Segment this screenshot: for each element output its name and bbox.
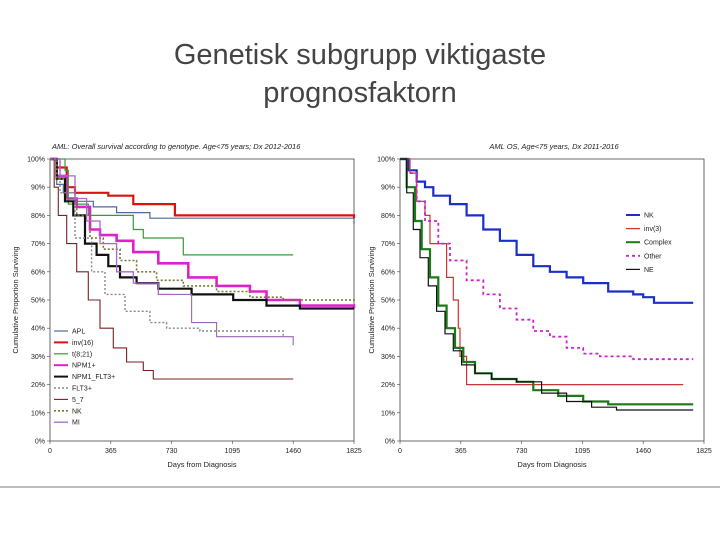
left-series-npm1- [50,157,356,309]
right-y-tick-label: 40% [381,326,395,333]
left-x-tick-label: 365 [105,448,117,455]
left-x-axis-label: Days from Diagnosis [167,460,236,469]
right-y-tick-label: 100% [377,157,395,164]
right-y-tick-label: 0% [385,439,395,446]
left-legend-label: FLT3+ [72,386,92,393]
left-y-tick-label: 70% [31,241,45,248]
left-y-tick-label: 100% [27,157,45,164]
right-series-nk [400,157,694,304]
left-x-tick-label: 1095 [225,448,241,455]
left-x-tick-label: 1825 [346,448,362,455]
slide-title: Genetisk subgrupp viktigaste prognosfakt… [0,36,720,112]
right-y-tick-label: 90% [381,185,395,192]
right-x-tick-label: 730 [516,448,528,455]
right-chart-title: AML OS, Age<75 years, Dx 2011-2016 [488,142,619,151]
left-y-tick-label: 0% [35,439,45,446]
left-y-tick-label: 40% [31,326,45,333]
right-x-tick-label: 365 [455,448,467,455]
right-x-tick-label: 0 [398,448,402,455]
right-y-tick-label: 20% [381,382,395,389]
genotype-survival-chart: AML: Overall survival according to genot… [8,131,364,483]
right-y-tick-label: 50% [381,298,395,305]
left-legend-label: NK [72,408,82,415]
right-series-ne [400,158,694,411]
left-series-5-7 [50,158,294,380]
right-legend-label: Other [644,253,662,260]
aml-os-chart: AML OS, Age<75 years, Dx 2011-2016 0% 10% 2… [364,131,718,483]
figure-panel: AML: Overall survival according to genot… [8,131,718,483]
right-x-tick-label: 1095 [575,448,591,455]
left-legend-label: MI [72,420,80,427]
right-legend-label: NE [644,267,654,274]
left-x-tick-label: 730 [166,448,178,455]
left-legend-label: APL [72,329,85,336]
left-y-tick-label: 30% [31,354,45,361]
right-legend-label: NK [644,213,654,220]
right-y-tick-label: 10% [381,410,395,417]
right-legend-label: Complex [644,240,672,247]
left-y-tick-label: 20% [31,382,45,389]
left-y-tick-label: 80% [31,213,45,220]
left-y-tick-label: 50% [31,298,45,305]
left-y-tick-label: 10% [31,410,45,417]
right-y-tick-label: 80% [381,213,395,220]
left-series-apl [50,158,355,224]
right-legend-label: inv(3) [644,226,662,233]
right-y-axis-label: Cumulative Proportion Surviving [367,246,376,353]
left-legend-label: t(8;21) [72,351,92,358]
right-x-axis-label: Days from Diagnosis [517,460,586,469]
left-x-tick-label: 0 [48,448,52,455]
right-series-complex [400,157,694,406]
left-series-t-8-21- [50,158,294,256]
left-y-tick-label: 90% [31,185,45,192]
right-chart-background [364,131,718,483]
slide-title-line-1: Genetisk subgrupp viktigaste [173,39,547,71]
right-y-tick-label: 30% [381,354,395,361]
left-legend-label: inv(16) [72,340,93,347]
left-y-tick-label: 60% [31,269,45,276]
left-legend-label: 5_7 [72,397,84,404]
slide-title-line-2: prognosfaktorn [263,77,457,109]
right-y-tick-label: 70% [381,241,395,248]
left-x-tick-label: 1460 [285,448,301,455]
right-x-tick-label: 1460 [635,448,651,455]
left-series-mi [50,158,172,296]
left-legend-label: NPM1+ [72,363,96,370]
right-x-tick-label: 1825 [696,448,712,455]
right-series-other [400,158,694,361]
right-y-tick-label: 60% [381,269,395,276]
left-chart-title: AML: Overall survival according to genot… [51,142,301,151]
left-legend-label: NPM1_FLT3+ [72,374,115,381]
bottom-rule [0,486,720,488]
left-y-axis-label: Cumulative Proportion Surviving [11,246,20,353]
left-series-mi-extension [171,293,294,346]
left-series-nk [50,158,355,303]
